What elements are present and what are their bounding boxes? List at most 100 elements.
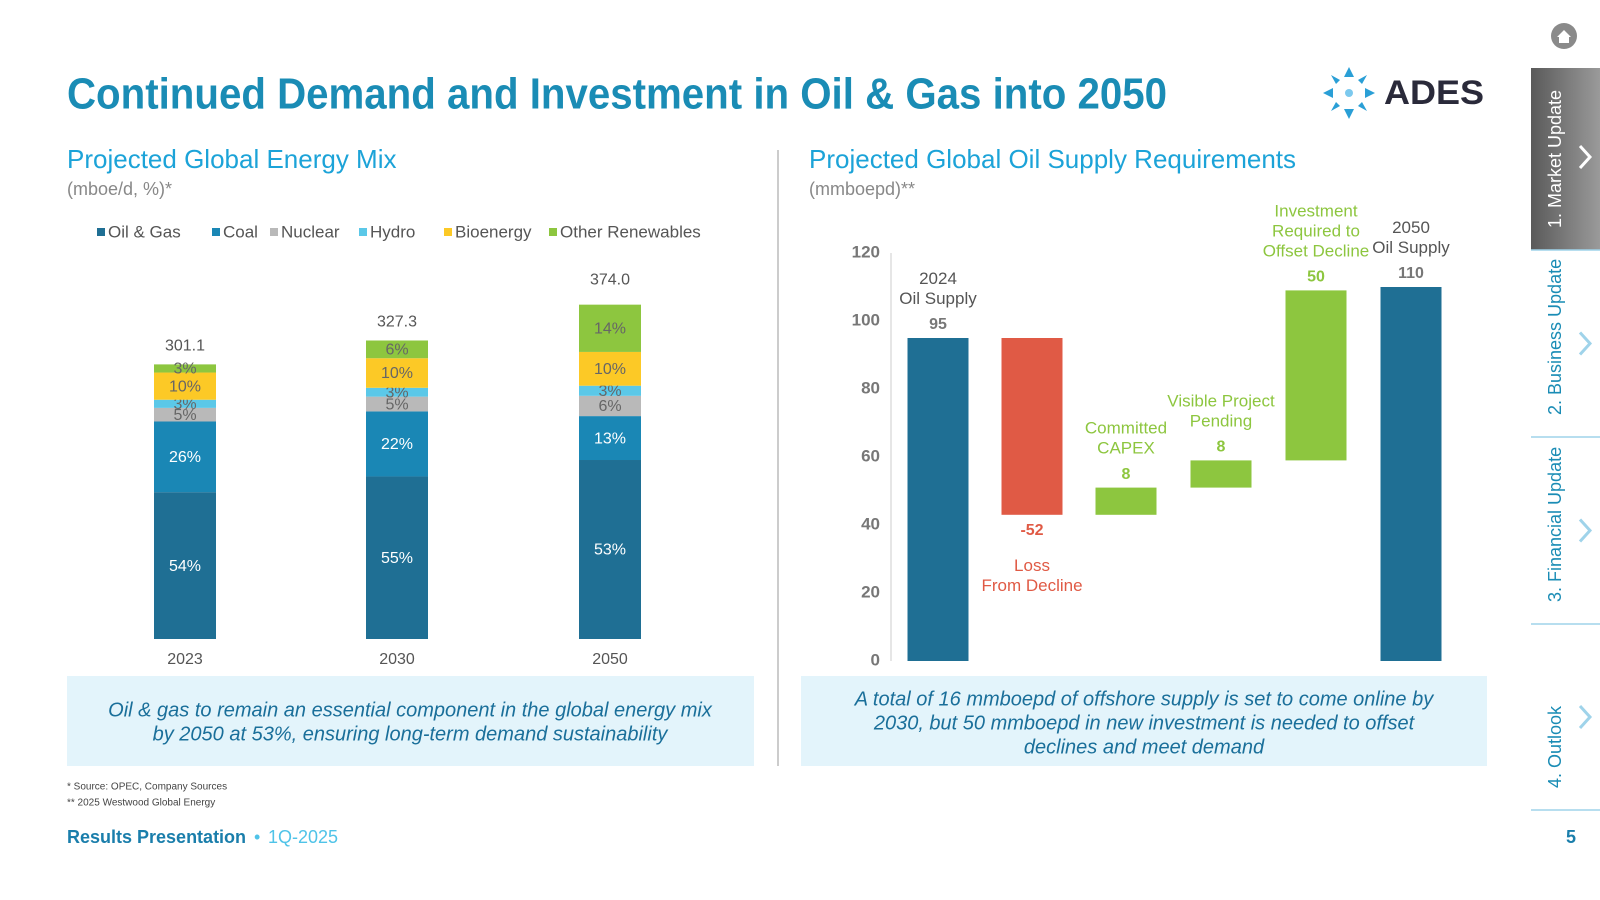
chart-subtitle: (mboe/d, %)* xyxy=(67,179,172,199)
bar-label: 3% xyxy=(173,396,196,413)
text-line: Investment xyxy=(1274,202,1357,221)
text-line: 2050 xyxy=(1392,218,1430,237)
text-line: CAPEX xyxy=(1097,439,1155,458)
bar-label: 10% xyxy=(169,378,201,395)
category-label: 2050 Oil Supply xyxy=(1372,218,1450,257)
callout-box xyxy=(67,676,754,766)
bar-segment xyxy=(579,304,641,352)
footer-period: 1Q-2025 xyxy=(268,827,338,847)
bar-label: 10% xyxy=(594,361,626,378)
legend-label: Nuclear xyxy=(281,222,340,241)
nav-item[interactable]: 1. Market Update xyxy=(1545,90,1565,228)
footnote: * Source: OPEC, Company Sources xyxy=(67,782,227,793)
y-tick-label: 60 xyxy=(861,446,880,465)
bar-segment xyxy=(366,340,428,359)
bar-label: 26% xyxy=(169,449,201,466)
legend-label: Other Renewables xyxy=(560,222,701,241)
bar-label: 3% xyxy=(173,361,196,378)
home-icon[interactable] xyxy=(1557,30,1571,43)
value-label: 8 xyxy=(1122,466,1131,483)
callout-box xyxy=(801,676,1487,766)
nav-item[interactable]: 2. Business Update xyxy=(1545,259,1565,415)
bar-segment xyxy=(366,476,428,639)
logo-text: ADES xyxy=(1384,74,1484,112)
legend-label: Oil & Gas xyxy=(108,222,181,241)
category-label: 2024 Oil Supply xyxy=(899,269,977,308)
bar xyxy=(1285,290,1347,461)
bar-segment xyxy=(154,421,216,493)
value-label: 50 xyxy=(1307,269,1325,286)
slide-title: Continued Demand and Investment in Oil &… xyxy=(67,70,1167,119)
x-tick-label: 2030 xyxy=(379,651,415,668)
bar-label: 10% xyxy=(381,365,413,382)
bar-label: 14% xyxy=(594,321,626,338)
bar-label: 6% xyxy=(385,342,408,359)
bar xyxy=(907,338,969,661)
bar-label: 3% xyxy=(385,384,408,401)
logo-icon xyxy=(1323,67,1375,119)
category-label: Committed CAPEX xyxy=(1085,419,1167,458)
legend-swatch xyxy=(549,228,557,236)
value-label: 8 xyxy=(1217,439,1226,456)
category-label: Visible Project Pending xyxy=(1167,392,1275,431)
legend-swatch xyxy=(359,228,367,236)
legend-swatch xyxy=(444,228,452,236)
text-line: Committed xyxy=(1085,419,1167,438)
bar xyxy=(1380,287,1442,661)
nav-chevron[interactable] xyxy=(1578,518,1593,543)
legend-label: Coal xyxy=(223,222,258,241)
bar-segment xyxy=(579,460,641,639)
y-tick-label: 80 xyxy=(861,378,880,397)
value-label: -52 xyxy=(1020,522,1043,539)
legend-swatch xyxy=(212,228,220,236)
y-tick-label: 20 xyxy=(861,582,880,601)
footnote: ** 2025 Westwood Global Energy xyxy=(67,798,215,809)
total-label: 301.1 xyxy=(165,337,205,354)
bar-segment xyxy=(154,492,216,639)
bar-label: 5% xyxy=(385,396,408,413)
nav-item[interactable]: 3. Financial Update xyxy=(1545,447,1565,602)
footer-presentation: Results Presentation xyxy=(67,827,246,847)
bar-segment xyxy=(366,396,428,412)
nav-chevron[interactable] xyxy=(1578,704,1593,730)
bar-segment xyxy=(366,387,428,397)
bar-segment xyxy=(366,411,428,477)
bar-segment xyxy=(579,351,641,386)
bar-segment xyxy=(579,385,641,396)
category-label: Investment Required to Offset Decline xyxy=(1263,202,1369,261)
y-tick-label: 120 xyxy=(852,242,880,261)
bar-segment xyxy=(154,399,216,408)
y-tick-label: 40 xyxy=(861,514,880,533)
legend-swatch xyxy=(270,228,278,236)
total-label: 327.3 xyxy=(377,314,417,331)
y-tick-label: 0 xyxy=(871,650,880,669)
side-nav: 1. Market Update 2. Business Update 3. Fin… xyxy=(1531,68,1600,811)
bar-segment xyxy=(366,358,428,388)
nav-item[interactable]: 4. Outlook xyxy=(1545,705,1565,788)
footer-separator: • xyxy=(254,827,260,847)
bar-segment xyxy=(579,395,641,417)
chart-subtitle: (mmboepd)** xyxy=(809,179,915,199)
text-line: Oil Supply xyxy=(899,289,977,308)
y-tick-label: 100 xyxy=(852,310,880,329)
bar xyxy=(1190,460,1252,488)
home-button[interactable] xyxy=(1551,23,1577,49)
text-line: Offset Decline xyxy=(1263,242,1369,261)
bar xyxy=(1001,338,1063,515)
bar-label: 53% xyxy=(594,542,626,559)
text-line: Oil Supply xyxy=(1372,238,1450,257)
nav-chevron[interactable] xyxy=(1578,331,1593,356)
callout-text: by 2050 at 53%, ensuring long-term deman… xyxy=(153,723,669,745)
bar-label: 55% xyxy=(381,550,413,567)
nav-chevron[interactable] xyxy=(1578,144,1593,170)
bar-segment xyxy=(579,416,641,461)
category-label: Loss From Decline xyxy=(981,556,1082,595)
bar-label: 22% xyxy=(381,436,413,453)
callout-text: declines and meet demand xyxy=(1024,736,1265,758)
chart-title: Projected Global Energy Mix xyxy=(67,144,396,174)
callout-text: Oil & gas to remain an essential compone… xyxy=(108,699,713,721)
legend-label: Bioenergy xyxy=(455,222,532,241)
logo: ADES xyxy=(1323,67,1484,119)
